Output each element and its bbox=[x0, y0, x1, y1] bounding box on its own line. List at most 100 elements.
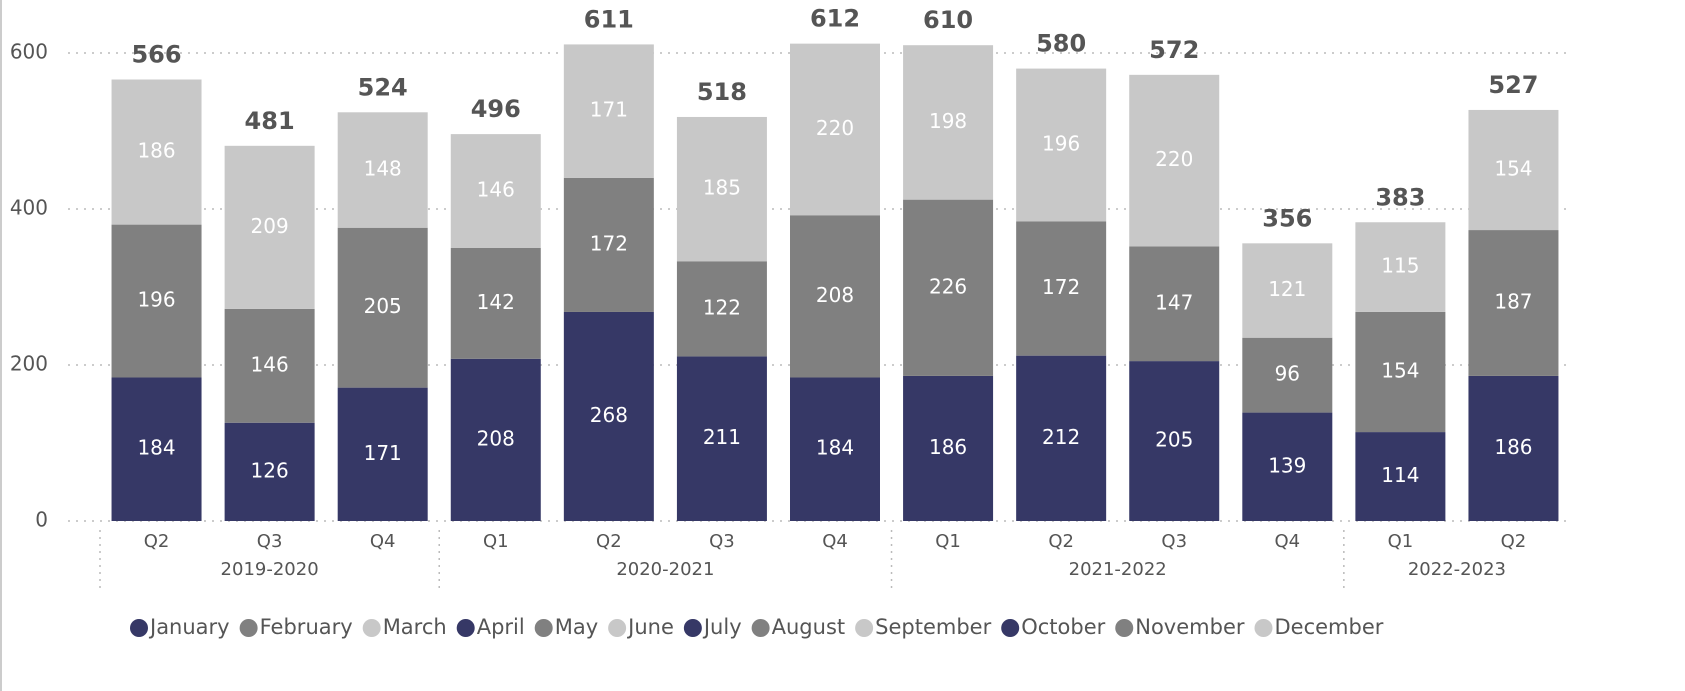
data-label: 208 bbox=[477, 426, 515, 450]
data-label: 184 bbox=[137, 436, 175, 460]
bar-segment bbox=[563, 44, 654, 178]
data-label: 146 bbox=[251, 352, 289, 376]
bar-segment bbox=[1016, 68, 1107, 222]
legend-label: July bbox=[702, 615, 742, 639]
bar-segment bbox=[111, 377, 202, 521]
total-label: 611 bbox=[584, 5, 634, 33]
data-label: 122 bbox=[703, 295, 741, 319]
bar-segment bbox=[676, 356, 767, 521]
bar-segment bbox=[224, 422, 315, 521]
x-tick-label: Q2 bbox=[1048, 531, 1074, 552]
legend-label: November bbox=[1135, 615, 1245, 639]
total-label: 496 bbox=[471, 95, 521, 123]
bar-segment bbox=[903, 199, 994, 376]
bar-segment bbox=[1355, 222, 1446, 312]
bar-segment bbox=[1468, 109, 1559, 231]
legend-marker bbox=[751, 619, 770, 637]
bar-segment bbox=[224, 145, 315, 309]
legend-label: September bbox=[875, 615, 991, 639]
data-label: 172 bbox=[1042, 275, 1080, 299]
legend-label: January bbox=[148, 615, 230, 639]
data-label: 211 bbox=[703, 425, 741, 449]
legend-marker bbox=[683, 619, 702, 637]
legend-marker bbox=[534, 619, 553, 637]
legend-label: August bbox=[772, 615, 846, 639]
total-label: 356 bbox=[1262, 204, 1312, 232]
data-label: 184 bbox=[816, 436, 854, 460]
bar-segment bbox=[1468, 230, 1559, 376]
x-tick-label: Q2 bbox=[1501, 531, 1527, 552]
bar-segment bbox=[1242, 243, 1333, 338]
total-label: 610 bbox=[923, 6, 973, 34]
x-tick-label: Q1 bbox=[483, 531, 509, 552]
bar-segment bbox=[1129, 74, 1220, 247]
bar-segment bbox=[337, 227, 428, 388]
data-label: 205 bbox=[1155, 428, 1193, 452]
bar-segment bbox=[111, 79, 202, 225]
x-tick-label: Q2 bbox=[144, 531, 170, 552]
y-tick-label: 600 bbox=[10, 40, 48, 64]
data-label: 198 bbox=[929, 109, 967, 133]
bar-segment bbox=[1355, 311, 1446, 433]
data-label: 148 bbox=[364, 157, 402, 181]
data-label: 226 bbox=[929, 274, 967, 298]
data-label: 185 bbox=[703, 176, 741, 200]
group-label: 2020-2021 bbox=[616, 559, 714, 580]
y-tick-label: 200 bbox=[10, 352, 48, 376]
data-label: 154 bbox=[1494, 157, 1532, 181]
legend-marker bbox=[855, 619, 874, 637]
x-tick-label: Q4 bbox=[370, 531, 396, 552]
data-label: 146 bbox=[477, 178, 515, 202]
total-label: 518 bbox=[697, 78, 747, 106]
total-label: 572 bbox=[1149, 36, 1199, 64]
bar-segment bbox=[224, 308, 315, 423]
bar-segment bbox=[1468, 375, 1559, 521]
data-label: 268 bbox=[590, 403, 628, 427]
x-tick-label: Q1 bbox=[1388, 531, 1414, 552]
bar-segment bbox=[790, 215, 880, 378]
legend-label: April bbox=[477, 615, 525, 639]
bar-segment bbox=[676, 116, 767, 262]
bar-segment bbox=[903, 45, 994, 200]
data-label: 212 bbox=[1042, 425, 1080, 449]
data-label: 171 bbox=[364, 441, 402, 465]
total-label: 527 bbox=[1488, 71, 1538, 99]
data-label: 220 bbox=[1155, 147, 1193, 171]
data-label: 196 bbox=[1042, 132, 1080, 156]
x-tick-label: Q4 bbox=[1274, 531, 1300, 552]
data-label: 114 bbox=[1381, 463, 1419, 487]
x-tick-label: Q3 bbox=[1161, 531, 1187, 552]
bar-segment bbox=[337, 112, 428, 228]
data-label: 147 bbox=[1155, 290, 1193, 314]
bar-segment bbox=[790, 43, 880, 216]
data-label: 172 bbox=[590, 231, 628, 255]
legend-marker bbox=[456, 619, 475, 637]
group-label: 2019-2020 bbox=[221, 559, 319, 580]
y-tick-label: 0 bbox=[35, 508, 48, 532]
x-tick-label: Q2 bbox=[596, 531, 622, 552]
legend-marker bbox=[362, 619, 381, 637]
data-label: 186 bbox=[929, 435, 967, 459]
bar-segment bbox=[563, 311, 654, 521]
legend-marker bbox=[130, 619, 148, 637]
bar-segment bbox=[450, 248, 541, 359]
legend-marker bbox=[1254, 619, 1273, 637]
data-label: 186 bbox=[137, 139, 175, 163]
data-label: 139 bbox=[1268, 453, 1306, 477]
data-label: 96 bbox=[1275, 362, 1300, 386]
bar-segment bbox=[1242, 412, 1333, 521]
bar-segment bbox=[450, 358, 541, 521]
data-label: 186 bbox=[1494, 435, 1532, 459]
data-label: 126 bbox=[251, 458, 289, 482]
x-tick-label: Q4 bbox=[822, 531, 848, 552]
legend-label: October bbox=[1021, 615, 1105, 639]
data-label: 196 bbox=[137, 288, 175, 312]
legend-marker bbox=[239, 619, 258, 637]
total-label: 580 bbox=[1036, 30, 1086, 58]
legend-marker bbox=[608, 619, 627, 637]
x-tick-label: Q1 bbox=[935, 531, 961, 552]
bar-segment bbox=[563, 177, 654, 312]
group-label: 2022-2023 bbox=[1408, 559, 1506, 580]
total-label: 383 bbox=[1375, 183, 1425, 211]
bar-segment bbox=[1355, 432, 1446, 521]
